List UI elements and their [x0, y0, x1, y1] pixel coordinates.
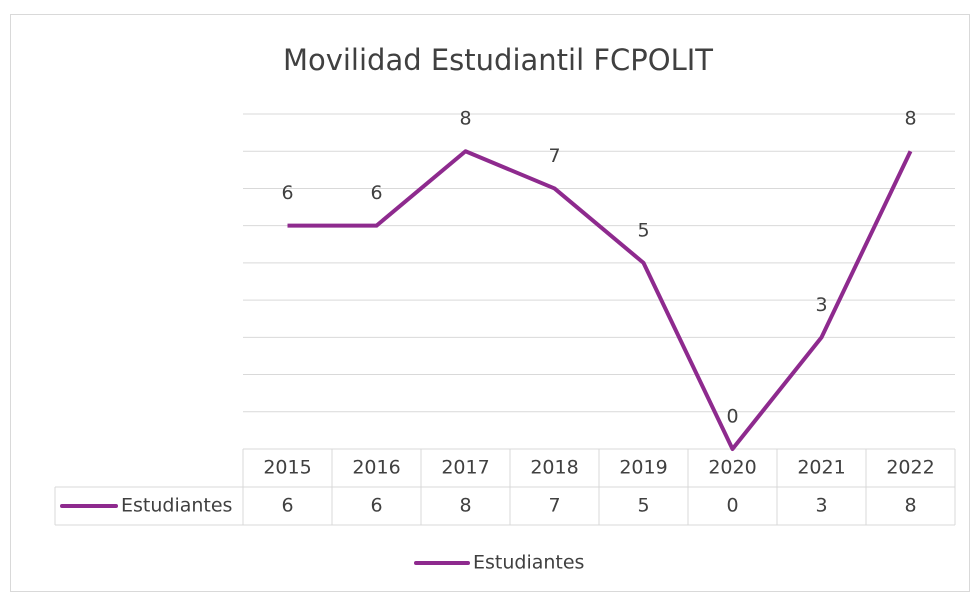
data-label: 0: [726, 406, 738, 428]
table-value: 5: [637, 495, 649, 517]
table-value: 3: [815, 495, 827, 517]
data-label: 5: [637, 219, 649, 241]
data-label: 3: [815, 294, 827, 316]
table-value: 6: [370, 495, 382, 517]
x-tick-label: 2020: [708, 457, 756, 479]
table-value: 6: [281, 495, 293, 517]
table-value: 8: [459, 495, 471, 517]
x-tick-label: 2019: [619, 457, 667, 479]
data-label: 6: [370, 182, 382, 204]
table-value: 0: [726, 495, 738, 517]
data-label: 7: [548, 145, 560, 167]
data-label: 6: [281, 182, 293, 204]
x-tick-label: 2021: [797, 457, 845, 479]
table-value: 8: [904, 495, 916, 517]
x-tick-label: 2017: [441, 457, 489, 479]
table-series-name: Estudiantes: [121, 495, 232, 517]
x-tick-label: 2018: [530, 457, 578, 479]
chart-title: Movilidad Estudiantil FCPOLIT: [283, 43, 713, 77]
x-tick-label: 2015: [263, 457, 311, 479]
data-label: 8: [459, 108, 471, 130]
line: [287, 149, 913, 451]
x-tick-label: 2022: [886, 457, 934, 479]
chart-frame: [10, 14, 970, 592]
legend-label: Estudiantes: [473, 552, 584, 574]
table-value: 7: [548, 495, 560, 517]
x-tick-label: 2016: [352, 457, 400, 479]
data-label: 8: [904, 108, 916, 130]
